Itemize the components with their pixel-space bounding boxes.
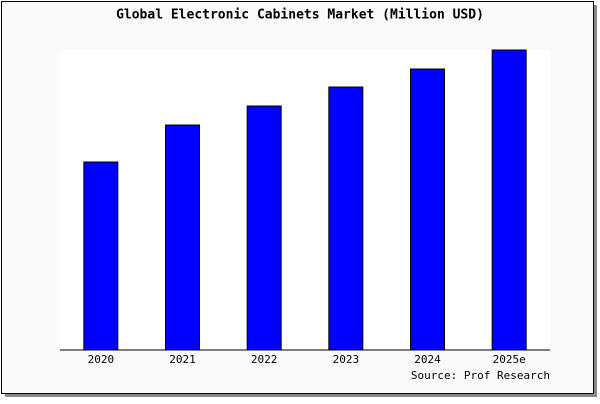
x-tick-label: 2024 (414, 353, 441, 366)
x-tick-label: 2021 (169, 353, 196, 366)
x-tick-label: 2023 (333, 353, 360, 366)
source-note: Source: Prof Research (411, 369, 550, 382)
bar (246, 105, 282, 351)
plot-area (60, 50, 550, 350)
x-tick-label: 2020 (88, 353, 115, 366)
bar (491, 49, 527, 351)
x-tick-label: 2025e (493, 353, 526, 366)
bar (165, 124, 200, 351)
x-tick-label: 2022 (251, 353, 278, 366)
bar (328, 86, 364, 351)
bar (83, 161, 119, 351)
chart-title: Global Electronic Cabinets Market (Milli… (116, 8, 484, 23)
bar (410, 68, 445, 351)
